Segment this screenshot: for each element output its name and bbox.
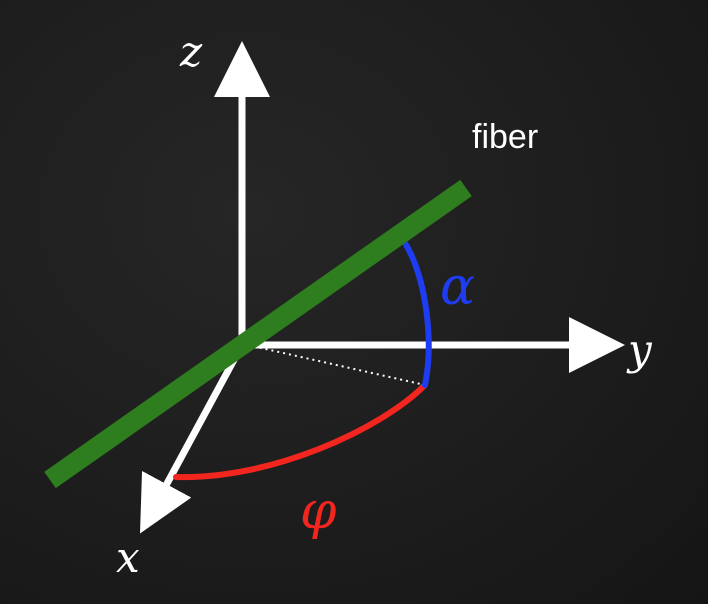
phi-arc (173, 382, 428, 481)
x-axis-label: x (116, 533, 140, 582)
fiber-bar (44, 179, 472, 489)
fiber-label: fiber (472, 118, 538, 156)
x-axis (140, 343, 246, 534)
alpha-arc (402, 240, 432, 388)
z-axis-label: z (179, 27, 203, 76)
phi-label: φ (300, 481, 337, 541)
projection-dotted-line (247, 344, 426, 386)
alpha-label: α (440, 257, 475, 317)
y-axis-label: y (626, 325, 653, 374)
